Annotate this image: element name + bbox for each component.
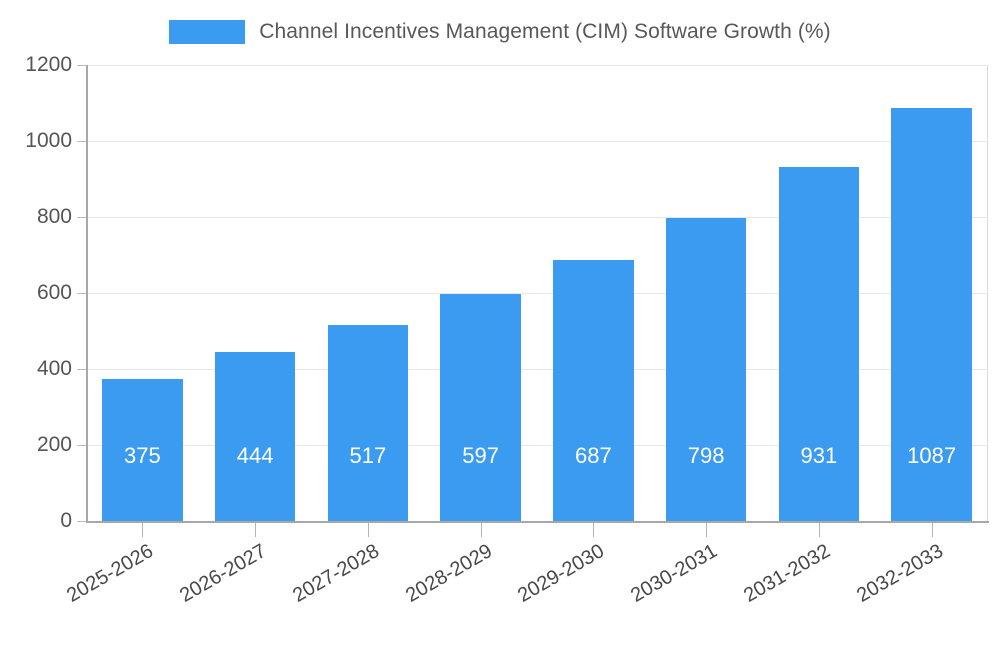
x-tick-mark	[706, 523, 708, 537]
y-axis-line	[86, 65, 88, 522]
x-tick-mark	[142, 523, 144, 537]
y-tick-label: 0	[60, 509, 72, 532]
gridline	[86, 369, 988, 370]
bar[interactable]: 931	[778, 167, 860, 521]
gridline	[86, 445, 988, 446]
y-tick-mark	[77, 217, 86, 218]
bar-value-label: 375	[124, 443, 161, 468]
y-tick-label: 200	[36, 433, 72, 456]
plot-area: 375 444 517 597 687 798 931 1087	[86, 65, 988, 521]
x-tick-mark	[931, 523, 933, 537]
bar-chart: Channel Incentives Management (CIM) Soft…	[0, 14, 1000, 607]
bar[interactable]: 375	[102, 378, 183, 521]
y-tick-mark	[77, 65, 86, 66]
x-tick-mark	[255, 523, 257, 537]
y-tick-label: 1200	[25, 53, 72, 76]
y-tick-mark	[77, 369, 86, 370]
x-tick-mark	[818, 523, 820, 537]
gridline	[86, 217, 988, 218]
y-tick-label: 800	[36, 205, 72, 228]
bar[interactable]: 687	[553, 259, 634, 521]
bar-value-label: 517	[349, 443, 387, 468]
y-tick-label: 600	[36, 281, 72, 304]
gridline	[86, 65, 988, 66]
x-tick-mark	[367, 523, 369, 537]
chart-legend: Channel Incentives Management (CIM) Soft…	[0, 14, 1000, 50]
bar-value-label: 687	[575, 443, 612, 468]
y-tick-mark	[77, 445, 86, 446]
y-tick-label: 1000	[25, 129, 72, 152]
x-tick-mark	[593, 523, 595, 537]
x-tick-mark	[480, 523, 482, 537]
bar[interactable]: 444	[214, 352, 296, 521]
bar[interactable]: 517	[327, 324, 409, 521]
bar[interactable]: 798	[665, 217, 747, 521]
y-tick-mark	[77, 293, 86, 294]
gridline	[86, 293, 988, 294]
bar-value-label: 597	[462, 443, 499, 468]
bar[interactable]: 597	[440, 294, 521, 521]
legend-color-swatch[interactable]	[169, 20, 246, 44]
bar[interactable]: 1087	[891, 107, 972, 521]
x-axis-line	[86, 521, 989, 523]
bar-value-label: 444	[236, 443, 274, 468]
y-tick-mark	[77, 141, 86, 142]
gridline	[86, 141, 988, 142]
bar-value-label: 798	[687, 443, 725, 468]
bar-value-label: 1087	[907, 443, 957, 468]
bar-value-label: 931	[800, 443, 838, 468]
legend-label[interactable]: Channel Incentives Management (CIM) Soft…	[259, 20, 831, 43]
y-tick-label: 400	[36, 357, 72, 380]
y-tick-mark	[77, 521, 86, 522]
